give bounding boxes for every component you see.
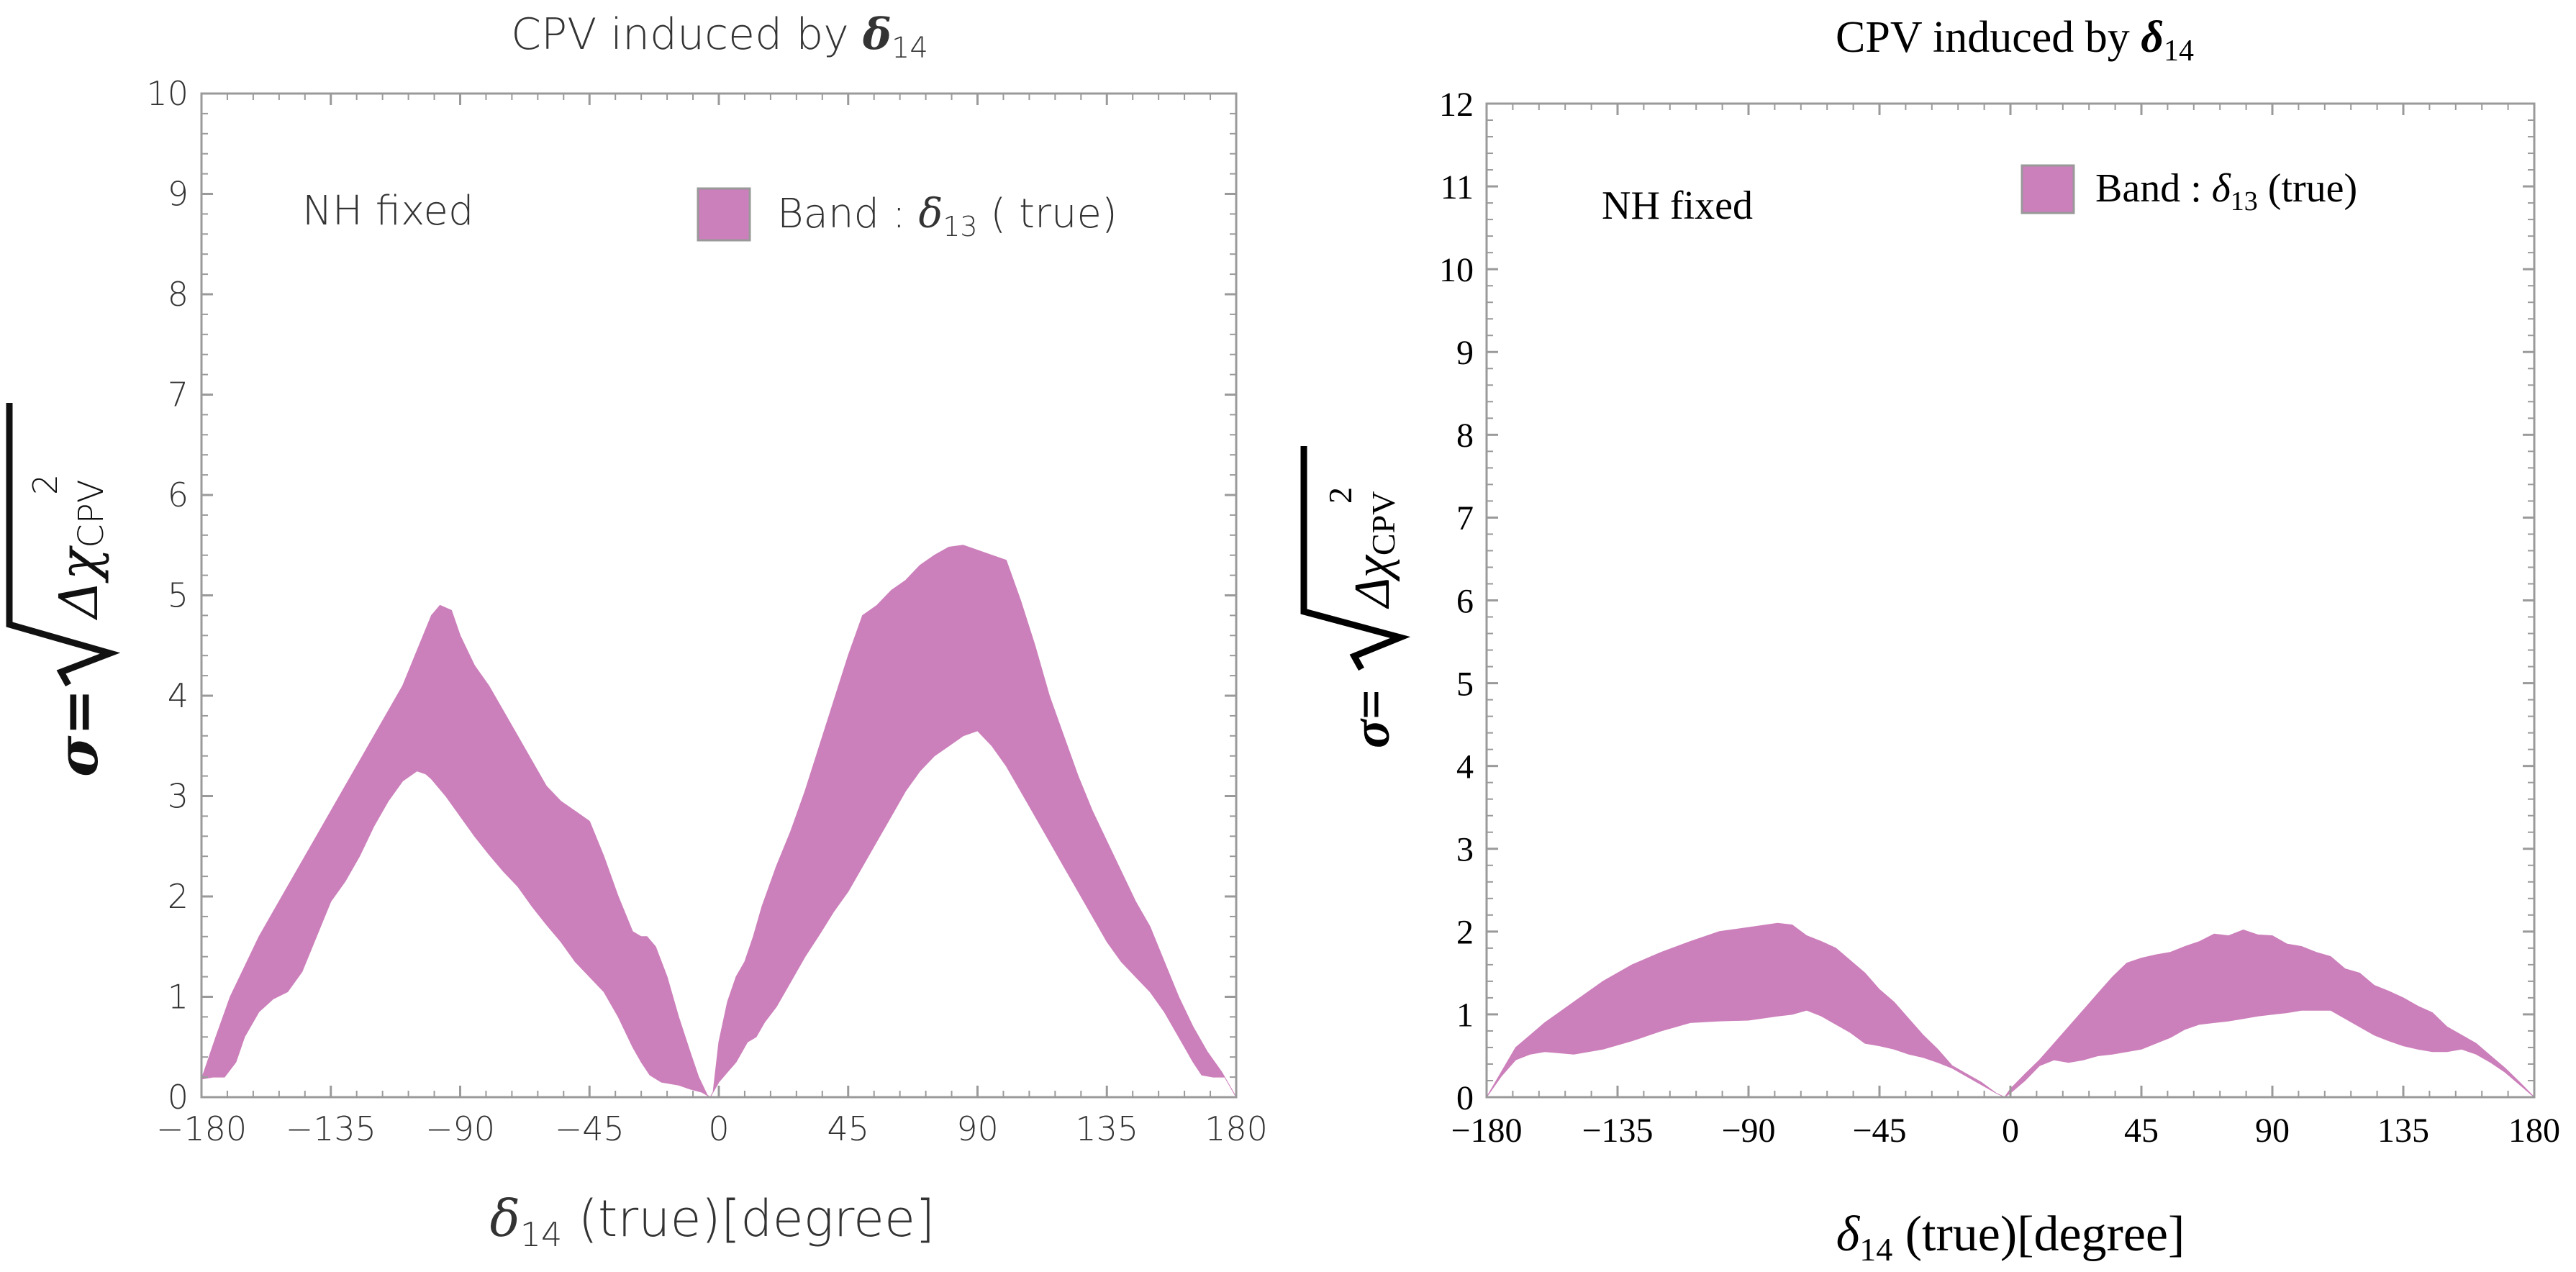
right-legend-swatch [2021, 164, 2075, 214]
right-y-tick-label: 6 [1456, 582, 1474, 620]
left-y-axis-label: σ= ΔχCPV 2 [6, 403, 121, 777]
left-y-tick-label: 10 [146, 74, 189, 113]
right-x-tick-label: −135 [1582, 1112, 1653, 1150]
left-y-tick-label: 2 [168, 877, 189, 916]
right-x-tick-label: −180 [1451, 1112, 1522, 1150]
left-y-tick-label: 6 [168, 476, 189, 514]
left-chart-title: CPV induced by δ14 [511, 9, 928, 65]
left-y-tick-label: 5 [168, 576, 189, 615]
svg-text:σ=: σ= [1342, 689, 1401, 748]
left-chart: CPV induced by δ14 −180 −135 −90 −45 0 45 90 13… [6, 9, 1268, 1254]
right-y-tick-label: 2 [1456, 914, 1474, 952]
right-legend-label: Band : δ13 (true) [2095, 166, 2357, 217]
left-y-tick-label: 4 [168, 676, 189, 715]
right-y-tick-label: 9 [1456, 334, 1474, 372]
right-chart-title: CPV induced by δ14 [1836, 13, 2194, 68]
left-x-tick-label: −45 [555, 1109, 625, 1148]
left-band-layer [201, 545, 1237, 1098]
left-y-tick-label: 1 [168, 978, 189, 1017]
left-x-axis-label: δ14 (true)[degree] [490, 1189, 935, 1254]
left-annotation: NH fixed [302, 188, 474, 235]
left-x-tick-label: 90 [956, 1109, 999, 1148]
left-y-tick-label: 7 [168, 376, 189, 414]
left-y-tick-label: 8 [168, 275, 189, 314]
right-y-axis-label-sqrt [1300, 446, 1411, 671]
svg-text:2: 2 [26, 474, 65, 495]
right-y-tick-label: 8 [1456, 417, 1474, 455]
left-x-tick-label: −90 [425, 1109, 495, 1148]
left-legend-label: Band : δ13 ( true) [777, 191, 1117, 242]
right-x-tick-label: −45 [1852, 1112, 1906, 1150]
right-y-tick-label: 1 [1456, 996, 1474, 1035]
left-x-tick-label: 135 [1075, 1109, 1138, 1148]
right-x-axis-label: δ14 (true)[degree] [1836, 1207, 2185, 1268]
right-annotation: NH fixed [1602, 183, 1753, 228]
right-band-series-0 [1486, 922, 2535, 1098]
right-plot-frame [1485, 102, 2536, 1099]
left-y-tick-label: 3 [168, 777, 189, 816]
right-x-tick-label: 135 [2377, 1112, 2429, 1150]
svg-text:ΔχCPV: ΔχCPV [1345, 491, 1402, 609]
left-x-tick-label: 45 [827, 1109, 869, 1148]
left-x-tick-label: 0 [708, 1109, 729, 1148]
right-x-tick-label: 90 [2255, 1112, 2290, 1150]
left-plot-frame [200, 92, 1238, 1099]
right-x-tick-label: 180 [2508, 1112, 2560, 1150]
left-band-series-0 [201, 545, 1237, 1098]
svg-text:σ=: σ= [45, 689, 111, 777]
right-y-tick-label: 3 [1456, 831, 1474, 869]
left-y-tick-label: 9 [168, 175, 189, 214]
right-band-layer [1486, 922, 2535, 1098]
right-x-tick-label: −90 [1721, 1112, 1775, 1150]
right-y-tick-label: 10 [1439, 251, 1474, 289]
right-legend: Band : δ13 (true) [2021, 164, 2357, 217]
right-x-tick-label: 45 [2124, 1112, 2159, 1150]
left-y-tick-label: 0 [168, 1078, 189, 1117]
right-chart: CPV induced by δ14 −180 −135 −90 −45 0 45 90 13… [1300, 13, 2560, 1268]
right-y-tick-label: 5 [1456, 665, 1474, 703]
left-x-tick-label: −180 [156, 1109, 247, 1148]
right-y-tick-label: 11 [1441, 168, 1474, 206]
right-y-axis-label: σ= ΔχCPV 2 [1300, 446, 1411, 748]
right-axes: −180 −135 −90 −45 0 45 90 135 180012345678910111… [1439, 86, 2560, 1150]
svg-text:ΔχCPV: ΔχCPV [48, 479, 112, 621]
left-legend: Band : δ13 ( true) [697, 187, 1117, 242]
right-y-tick-label: 0 [1456, 1079, 1474, 1117]
left-legend-swatch [697, 187, 751, 242]
svg-text:2: 2 [1322, 487, 1359, 504]
right-y-tick-label: 4 [1456, 748, 1474, 786]
right-y-tick-label: 12 [1439, 86, 1474, 124]
right-x-tick-label: 0 [2002, 1112, 2019, 1150]
right-y-tick-label: 7 [1456, 499, 1474, 537]
left-x-tick-label: −135 [286, 1109, 376, 1148]
left-x-tick-label: 180 [1205, 1109, 1268, 1148]
left-y-axis-label-sqrt [6, 403, 121, 687]
